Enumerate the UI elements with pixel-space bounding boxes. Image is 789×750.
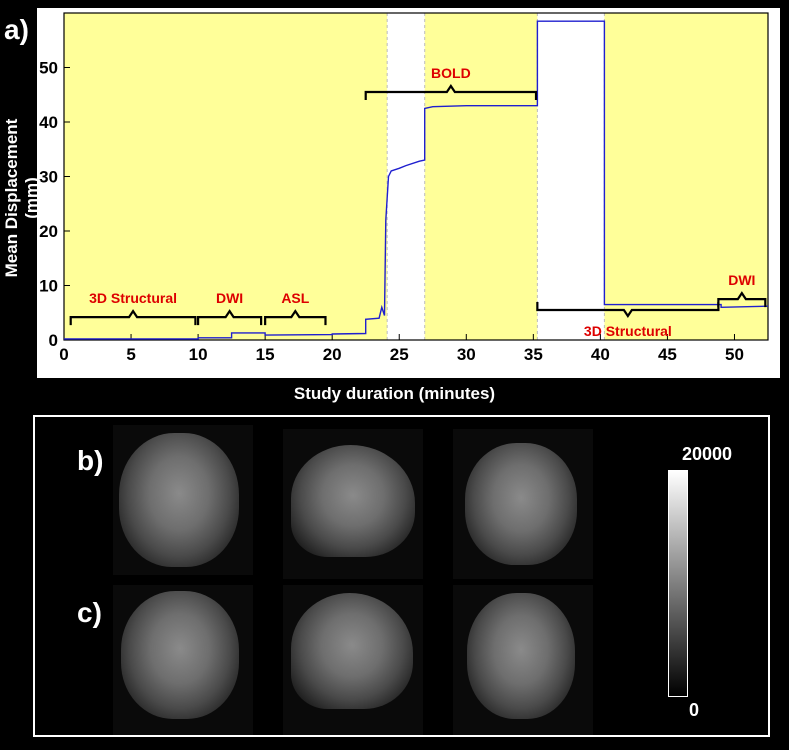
y-tick-label-10: 10 [39,277,58,296]
annotation-brace-5 [717,291,767,308]
x-tick-label-15: 15 [256,345,275,364]
x-tick-label-10: 10 [189,345,208,364]
pet-images-panel: b) c) [33,415,770,737]
annotation-brace-0 [69,309,197,326]
y-axis-label: Mean Displacement (mm) [2,118,41,278]
y-tick-label-50: 50 [39,59,58,78]
annotation-brace-3 [364,84,538,101]
annotation-label-5: DWI [728,272,755,288]
displacement-chart: a) 0 5 10 15 20 25 30 35 40 45 50 0 10 20 30 40 50 3D Str… [2,8,780,403]
x-tick-label-25: 25 [390,345,409,364]
y-tick-label-40: 40 [39,113,58,132]
annotation-label-3: BOLD [431,65,471,81]
y-tick-label-20: 20 [39,222,58,241]
scan-c-sagittal [283,585,423,735]
colorbar-max-label: 20000 [682,444,733,464]
scan-b-axial [113,425,253,575]
scan-c-coronal [453,585,593,735]
y-tick-label-30: 30 [39,168,58,187]
annotation-label-0: 3D Structural [89,290,177,306]
x-tick-label-5: 5 [126,345,135,364]
panel-label-a: a) [4,14,29,45]
annotation-label-2: ASL [281,290,309,306]
gap-region-1 [537,13,605,340]
colorbar-min-label: 0 [689,700,700,720]
panel-label-c: c) [77,597,102,628]
gap-region-0 [387,13,425,340]
x-axis-label: Study duration (minutes) [293,384,496,403]
x-tick-label-40: 40 [591,345,610,364]
annotation-brace-4 [536,302,720,319]
annotation-label-4: 3D Structural [584,323,672,339]
x-tick-label-35: 35 [524,345,543,364]
x-tick-label-30: 30 [457,345,476,364]
chart-svg: 0 5 10 15 20 25 30 35 40 45 50 0 10 20 30 40 50 3D Struct… [37,8,780,378]
intensity-colorbar [668,470,688,697]
panel-label-b: b) [77,445,104,476]
annotation-label-1: DWI [216,290,243,306]
x-tick-label-0: 0 [59,345,68,364]
scan-b-sagittal [283,429,423,579]
series-line-0 [64,20,769,340]
x-tick-label-20: 20 [323,345,342,364]
scan-c-axial [113,585,253,735]
x-tick-label-50: 50 [725,345,744,364]
annotation-brace-1 [196,309,263,326]
scan-b-coronal [453,429,593,579]
y-tick-label-0: 0 [49,331,58,350]
annotation-brace-2 [264,309,327,326]
x-tick-label-45: 45 [658,345,677,364]
